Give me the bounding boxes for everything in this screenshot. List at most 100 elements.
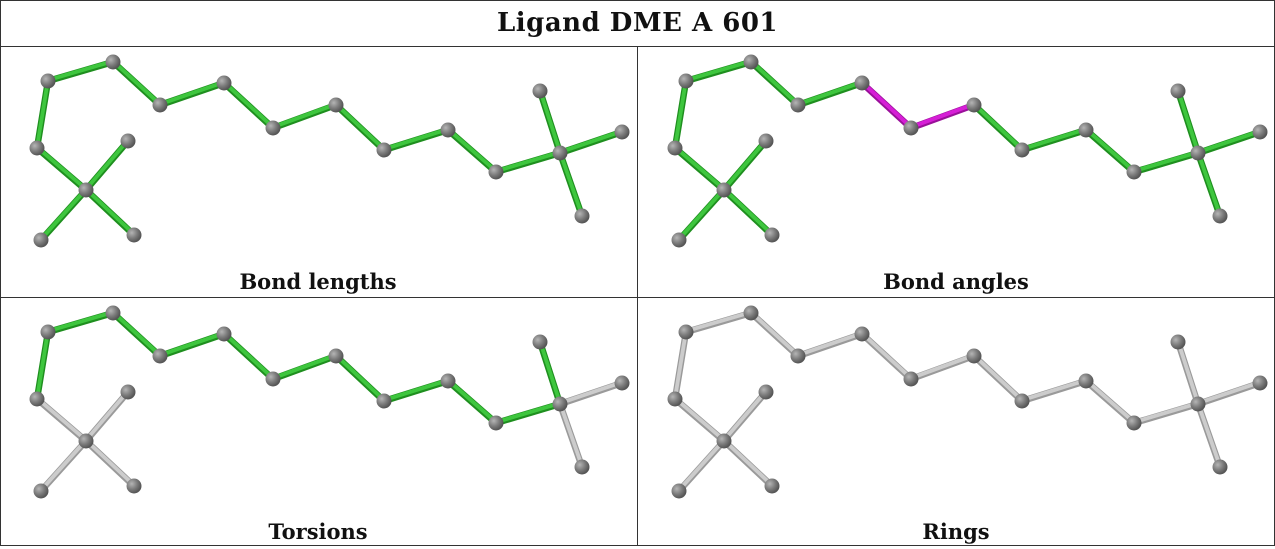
atom-6 bbox=[966, 97, 982, 113]
atom-11 bbox=[1170, 334, 1186, 350]
torsions-panel bbox=[29, 305, 630, 499]
bond-1-2 bbox=[44, 309, 117, 336]
bond-0-1 bbox=[33, 77, 52, 152]
atom-14 bbox=[716, 182, 732, 198]
atom-7 bbox=[376, 393, 392, 409]
bond-14-16 bbox=[37, 437, 90, 495]
bond-3-4 bbox=[794, 330, 866, 360]
atom-13 bbox=[1212, 208, 1228, 224]
atom-4 bbox=[216, 75, 232, 91]
atom-10 bbox=[1190, 145, 1206, 161]
atom-14 bbox=[716, 433, 732, 449]
bond-3-4 bbox=[156, 79, 228, 109]
rings-caption: Rings bbox=[922, 519, 990, 544]
bond-14-17 bbox=[82, 186, 138, 239]
atom-14 bbox=[78, 182, 94, 198]
atom-11 bbox=[532, 334, 548, 350]
atom-9 bbox=[488, 415, 504, 431]
bond-8-9 bbox=[444, 377, 500, 427]
atom-5 bbox=[265, 371, 281, 387]
atom-11 bbox=[532, 83, 548, 99]
atom-5 bbox=[265, 120, 281, 136]
bond-0-1 bbox=[671, 328, 690, 403]
bond-9-10 bbox=[1130, 400, 1202, 427]
bond-10-11 bbox=[536, 87, 564, 157]
atom-7 bbox=[1014, 142, 1030, 158]
atom-2 bbox=[743, 305, 759, 321]
bond-10-13 bbox=[1194, 400, 1224, 471]
bond-4-5 bbox=[220, 330, 277, 383]
atom-4 bbox=[216, 326, 232, 342]
atom-8 bbox=[440, 122, 456, 138]
bond-10-11 bbox=[536, 338, 564, 408]
atom-15 bbox=[120, 384, 136, 400]
atom-16 bbox=[33, 232, 49, 248]
bond-4-5 bbox=[858, 79, 915, 132]
bond-14-16 bbox=[37, 186, 90, 244]
bond-14-16 bbox=[675, 437, 728, 495]
atom-13 bbox=[574, 208, 590, 224]
bond-2-3 bbox=[109, 58, 164, 109]
bond-10-12 bbox=[556, 128, 626, 157]
bond-14-15 bbox=[720, 388, 770, 445]
atom-13 bbox=[574, 459, 590, 475]
bond-7-8 bbox=[380, 126, 452, 154]
bond-14-15 bbox=[82, 388, 132, 445]
atom-6 bbox=[328, 97, 344, 113]
bond-14-17 bbox=[82, 437, 138, 490]
bond-14-17 bbox=[720, 186, 776, 239]
bond-10-11 bbox=[1174, 338, 1202, 408]
bond-9-10 bbox=[1130, 149, 1202, 176]
atom-10 bbox=[1190, 396, 1206, 412]
atom-2 bbox=[743, 54, 759, 70]
bond-9-10 bbox=[492, 400, 564, 427]
bond-7-8 bbox=[1018, 377, 1090, 405]
atom-0 bbox=[29, 391, 45, 407]
atom-9 bbox=[488, 164, 504, 180]
atom-3 bbox=[152, 97, 168, 113]
atom-5 bbox=[903, 371, 919, 387]
atom-0 bbox=[29, 140, 45, 156]
atom-17 bbox=[764, 478, 780, 494]
atom-8 bbox=[1078, 122, 1094, 138]
atom-10 bbox=[552, 145, 568, 161]
bond-4-5 bbox=[220, 79, 277, 132]
bond-9-10 bbox=[492, 149, 564, 176]
atom-1 bbox=[40, 324, 56, 340]
atom-4 bbox=[854, 75, 870, 91]
bond-2-3 bbox=[109, 309, 164, 360]
atom-3 bbox=[152, 348, 168, 364]
atom-6 bbox=[966, 348, 982, 364]
bond-10-12 bbox=[556, 379, 626, 408]
bond-1-2 bbox=[682, 309, 755, 336]
bond-6-7 bbox=[332, 101, 388, 154]
atom-15 bbox=[758, 133, 774, 149]
bond-14-15 bbox=[720, 137, 770, 194]
atom-1 bbox=[678, 324, 694, 340]
atom-4 bbox=[854, 326, 870, 342]
bond-8-9 bbox=[1082, 377, 1138, 427]
bond-lengths-panel bbox=[29, 54, 630, 248]
bond-2-3 bbox=[747, 58, 802, 109]
bond-0-14 bbox=[671, 144, 728, 194]
ligand-title: Ligand DME A 601 bbox=[496, 8, 778, 38]
bond-0-14 bbox=[33, 144, 90, 194]
bond-1-2 bbox=[682, 58, 755, 85]
bond-1-2 bbox=[44, 58, 117, 85]
atom-14 bbox=[78, 433, 94, 449]
atom-12 bbox=[614, 375, 630, 391]
atom-5 bbox=[903, 120, 919, 136]
bond-0-1 bbox=[671, 77, 690, 152]
bond-5-6 bbox=[269, 352, 340, 383]
atom-15 bbox=[758, 384, 774, 400]
atom-2 bbox=[105, 305, 121, 321]
atom-2 bbox=[105, 54, 121, 70]
atom-3 bbox=[790, 348, 806, 364]
bond-14-15 bbox=[82, 137, 132, 194]
atom-17 bbox=[764, 227, 780, 243]
atom-15 bbox=[120, 133, 136, 149]
atom-8 bbox=[440, 373, 456, 389]
bond-0-14 bbox=[33, 395, 90, 445]
atom-1 bbox=[40, 73, 56, 89]
atom-7 bbox=[1014, 393, 1030, 409]
